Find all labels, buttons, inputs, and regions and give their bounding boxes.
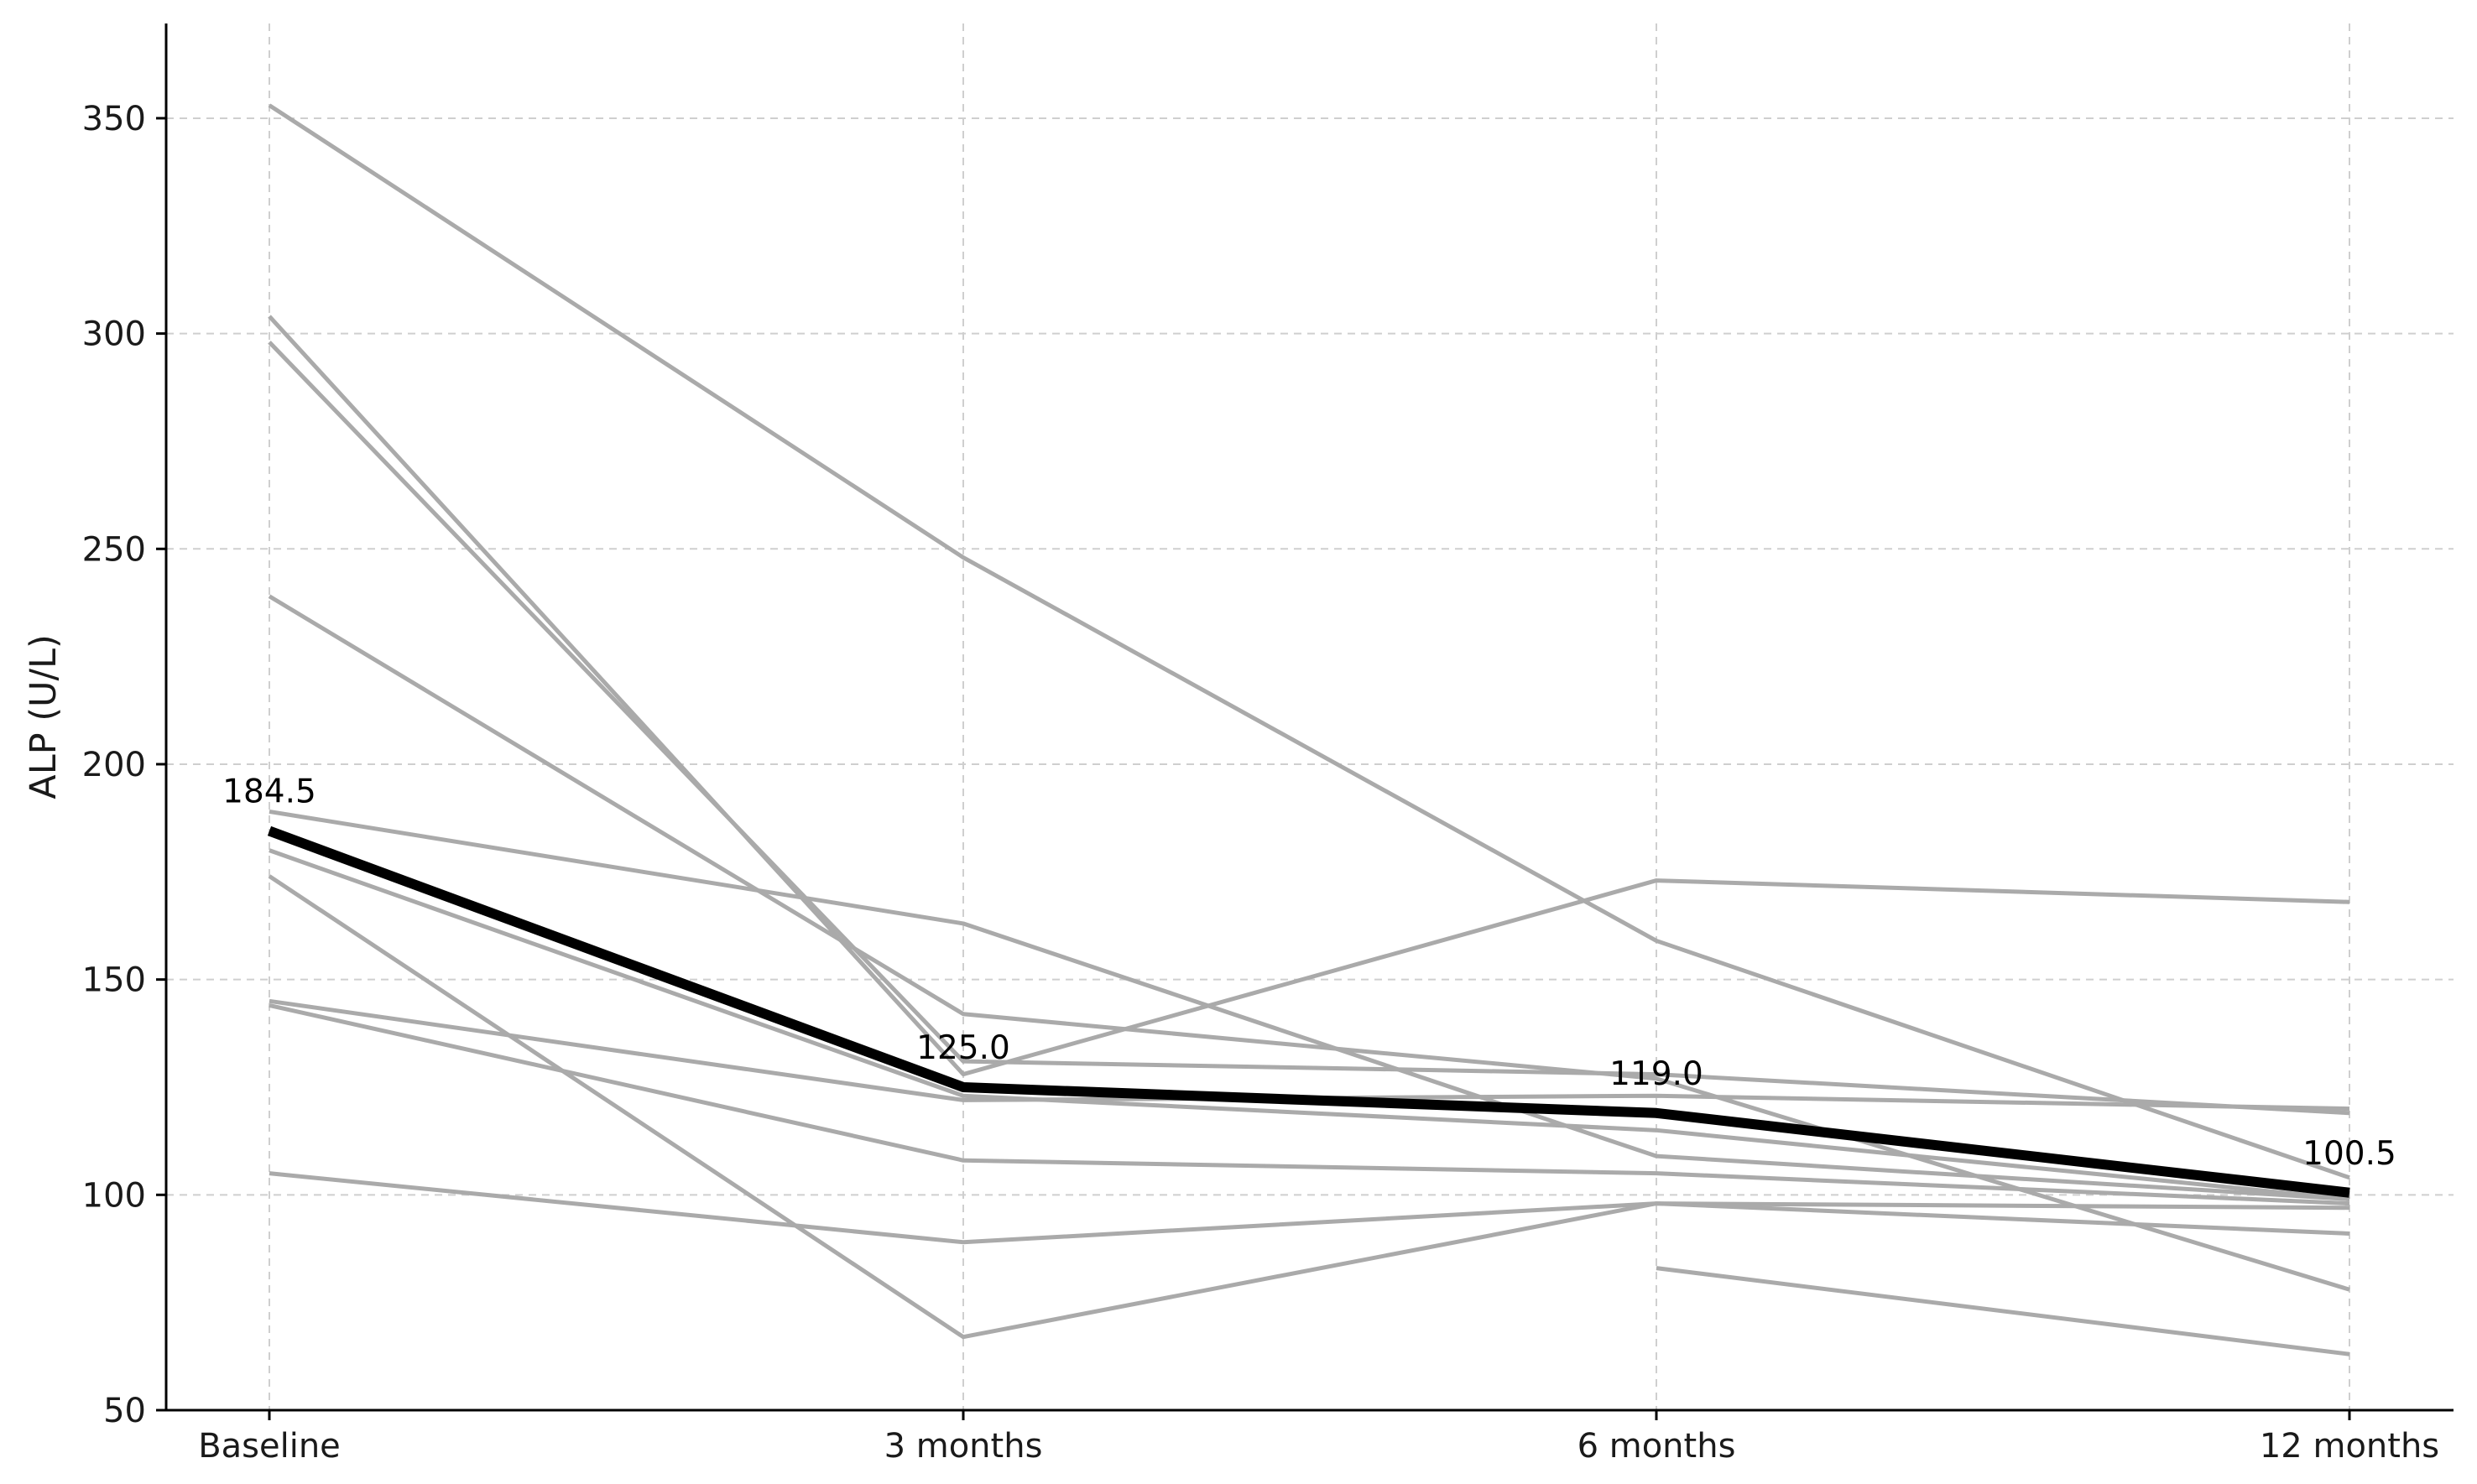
x-tick-label: 6 months <box>1577 1427 1736 1466</box>
individual-series <box>268 103 2350 1356</box>
x-tick-label: 12 months <box>2260 1427 2439 1466</box>
subject-line <box>268 594 2350 1292</box>
median-line <box>267 825 2350 1198</box>
data-labels: 184.5 125.0 119.0 100.5 <box>222 773 2396 1173</box>
y-tick-label: 100 <box>82 1176 146 1215</box>
x-tick-label: Baseline <box>198 1427 341 1466</box>
subject-line <box>269 809 2350 1201</box>
x-tick-label: 3 months <box>884 1427 1043 1466</box>
tick-labels: 50 100 150 200 250 300 350 Baseline 3 months 6 mo… <box>82 100 2440 1466</box>
y-tick-label: 300 <box>82 315 146 354</box>
median-data-label: 184.5 <box>222 773 316 811</box>
grid <box>166 23 2454 1410</box>
subject-line <box>268 874 2350 1340</box>
y-axis-title: ALP (U/L) <box>23 634 65 799</box>
y-tick-label: 50 <box>103 1392 146 1430</box>
y-tick-label: 350 <box>82 100 146 138</box>
y-tick-label: 250 <box>82 530 146 569</box>
median-series <box>267 825 2350 1198</box>
subject-line <box>1656 1266 2350 1356</box>
axes <box>164 23 2454 1412</box>
y-tick-label: 150 <box>82 961 146 1000</box>
subject-line <box>268 341 2350 1116</box>
y-tick-label: 200 <box>82 746 146 784</box>
median-data-label: 100.5 <box>2302 1135 2396 1173</box>
subject-line <box>269 1003 2350 1206</box>
subject-line <box>269 848 2350 1201</box>
subject-line <box>268 103 2350 1180</box>
subject-line <box>269 1171 2350 1245</box>
median-data-label: 125.0 <box>916 1029 1010 1067</box>
subject-line <box>269 998 2350 1112</box>
median-data-label: 119.0 <box>1609 1055 1703 1093</box>
subject-line <box>268 315 2350 1077</box>
